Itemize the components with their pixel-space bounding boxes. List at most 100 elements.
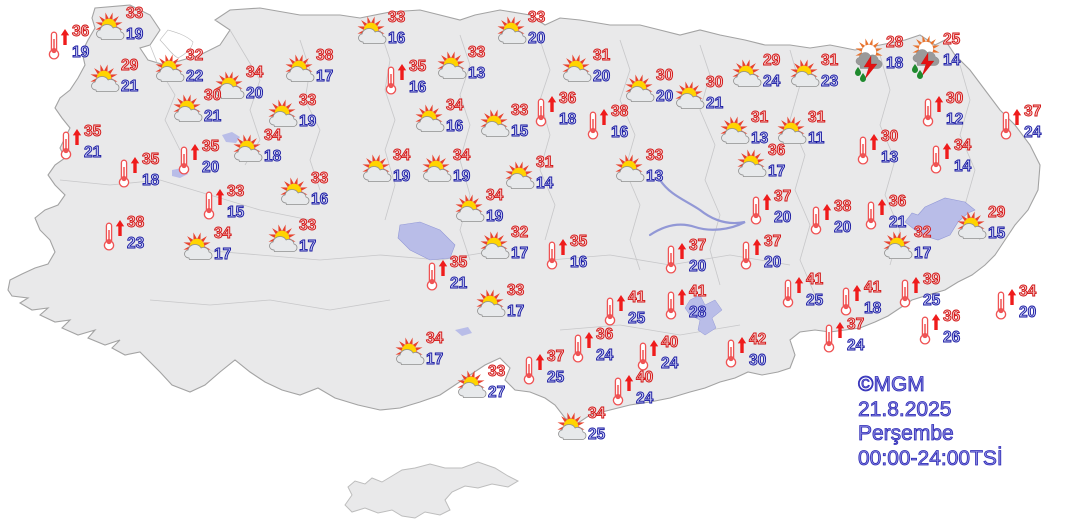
svg-text:34: 34 [446,97,464,114]
svg-text:32: 32 [186,47,203,64]
svg-text:25: 25 [628,310,646,327]
svg-text:33: 33 [488,363,506,380]
svg-text:29: 29 [121,57,139,74]
svg-text:26: 26 [943,329,961,346]
svg-text:35: 35 [570,233,588,250]
svg-text:34: 34 [214,225,232,242]
svg-text:33: 33 [227,183,245,200]
svg-text:41: 41 [689,283,707,300]
svg-text:31: 31 [536,154,554,171]
svg-text:17: 17 [507,303,524,320]
svg-text:41: 41 [628,289,646,306]
svg-text:15: 15 [511,123,529,140]
svg-text:25: 25 [923,292,941,309]
svg-text:20: 20 [202,159,219,176]
svg-text:35: 35 [202,138,220,155]
svg-text:27: 27 [488,384,505,401]
svg-text:16: 16 [388,30,406,47]
svg-text:16: 16 [311,191,329,208]
svg-text:34: 34 [264,127,282,144]
svg-text:31: 31 [593,47,611,64]
svg-text:21: 21 [706,95,724,112]
svg-text:18: 18 [142,172,160,189]
svg-text:13: 13 [751,130,769,147]
svg-text:17: 17 [316,68,333,85]
svg-text:31: 31 [821,52,839,69]
svg-text:21: 21 [204,108,222,125]
svg-text:19: 19 [72,44,90,61]
svg-text:33: 33 [646,147,664,164]
svg-text:25: 25 [943,31,961,48]
svg-text:37: 37 [547,348,564,365]
svg-text:13: 13 [646,168,664,185]
svg-text:36: 36 [768,142,786,159]
svg-text:36: 36 [72,23,90,40]
svg-text:40: 40 [661,334,678,351]
svg-text:40: 40 [636,369,653,386]
svg-text:13: 13 [881,149,899,166]
svg-text:41: 41 [864,279,882,296]
svg-text:20: 20 [656,88,673,105]
svg-text:18: 18 [864,300,882,317]
svg-text:20: 20 [774,209,791,226]
svg-text:33: 33 [468,44,486,61]
svg-text:19: 19 [453,168,471,185]
svg-text:13: 13 [468,65,486,82]
svg-text:36: 36 [943,308,961,325]
svg-text:17: 17 [426,351,443,368]
svg-text:35: 35 [142,151,160,168]
svg-text:37: 37 [764,233,781,250]
svg-text:34: 34 [246,64,264,81]
svg-text:20: 20 [764,254,781,271]
svg-text:19: 19 [299,113,317,130]
svg-text:15: 15 [227,204,245,221]
svg-text:33: 33 [126,5,144,22]
svg-text:37: 37 [847,316,864,333]
svg-text:14: 14 [954,158,972,175]
svg-text:37: 37 [774,188,791,205]
svg-text:28: 28 [886,34,904,51]
svg-text:14: 14 [536,175,554,192]
svg-text:20: 20 [593,68,610,85]
svg-text:16: 16 [409,79,427,96]
svg-text:30: 30 [204,87,221,104]
svg-text:16: 16 [611,124,629,141]
svg-text:36: 36 [559,90,577,107]
svg-text:24: 24 [636,390,654,407]
svg-text:24: 24 [847,337,865,354]
svg-text:34: 34 [486,187,504,204]
svg-text:33: 33 [299,217,317,234]
svg-text:18: 18 [559,111,577,128]
svg-text:34: 34 [588,405,606,422]
svg-text:12: 12 [946,111,963,128]
svg-text:41: 41 [806,271,824,288]
svg-text:33: 33 [507,282,525,299]
svg-text:34: 34 [426,330,444,347]
svg-text:21: 21 [450,275,468,292]
svg-text:38: 38 [611,103,629,120]
svg-text:33: 33 [511,102,529,119]
svg-text:21: 21 [121,78,139,95]
svg-text:34: 34 [393,147,411,164]
svg-text:33: 33 [388,9,406,26]
svg-text:11: 11 [808,130,825,147]
svg-text:29: 29 [763,52,781,69]
svg-text:19: 19 [486,208,504,225]
svg-text:25: 25 [547,369,565,386]
svg-text:33: 33 [299,92,317,109]
svg-text:24: 24 [1024,124,1042,141]
svg-text:20: 20 [834,219,851,236]
svg-text:34: 34 [1019,283,1037,300]
svg-text:32: 32 [914,224,931,241]
svg-text:19: 19 [126,26,144,43]
svg-text:17: 17 [214,246,231,263]
svg-text:34: 34 [954,137,972,154]
svg-text:22: 22 [186,68,203,85]
svg-text:20: 20 [689,258,706,275]
svg-text:30: 30 [706,74,723,91]
svg-text:33: 33 [528,9,546,26]
svg-text:23: 23 [821,73,839,90]
svg-text:31: 31 [808,109,826,126]
svg-text:37: 37 [689,237,706,254]
svg-text:35: 35 [409,58,427,75]
